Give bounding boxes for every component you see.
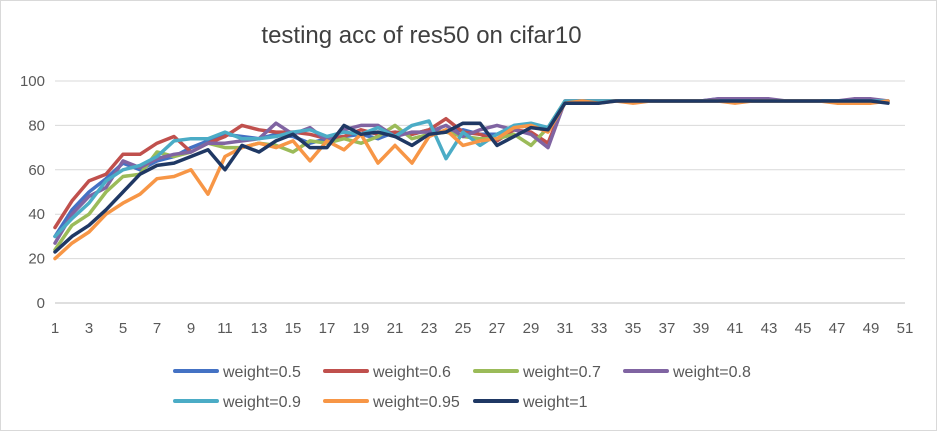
x-tick-label: 3	[85, 320, 93, 337]
x-tick-label: 33	[591, 320, 608, 337]
y-tick-label: 100	[20, 73, 45, 90]
y-tick-label: 80	[28, 117, 45, 134]
series-lines	[53, 97, 890, 261]
x-tick-label: 49	[863, 320, 880, 337]
x-tick-label: 45	[795, 320, 812, 337]
legend: weight=0.5 weight=0.6 weight=0.7 weight=0.8…	[173, 364, 751, 411]
y-axis-ticks: 0 20 40 60 80 100	[20, 73, 45, 312]
legend-label: weight=0.95	[372, 394, 460, 411]
x-tick-label: 19	[353, 320, 370, 337]
x-tick-label: 47	[829, 320, 846, 337]
x-tick-label: 21	[387, 320, 404, 337]
x-tick-label: 43	[761, 320, 778, 337]
x-tick-label: 1	[51, 320, 59, 337]
x-tick-label: 31	[557, 320, 574, 337]
series-line-weight-0-9	[53, 99, 890, 239]
x-tick-label: 9	[187, 320, 195, 337]
y-tick-label: 20	[28, 251, 45, 268]
x-tick-label: 5	[119, 320, 127, 337]
x-tick-label: 17	[319, 320, 336, 337]
legend-label: weight=0.7	[522, 364, 601, 381]
legend-label: weight=1	[522, 394, 588, 411]
x-tick-label: 15	[285, 320, 302, 337]
x-axis-ticks: 1 3 5 7 9 11 13 15 17 19 21 23 25 27 29 31 33 35 37 39 41 43 4…	[51, 320, 914, 337]
legend-label: weight=0.9	[222, 394, 301, 411]
x-tick-label: 27	[489, 320, 506, 337]
chart-title: testing acc of res50 on cifar10	[261, 22, 582, 49]
y-tick-label: 0	[37, 295, 45, 312]
x-tick-label: 29	[523, 320, 540, 337]
x-tick-label: 39	[693, 320, 710, 337]
x-tick-label: 11	[217, 320, 233, 337]
series-line-weight-0-5	[53, 97, 890, 239]
x-tick-label: 7	[153, 320, 161, 337]
x-tick-label: 35	[625, 320, 642, 337]
series-line-weight-0-6	[53, 99, 890, 230]
x-tick-label: 25	[455, 320, 472, 337]
x-tick-label: 23	[421, 320, 438, 337]
y-tick-label: 60	[28, 162, 45, 179]
series-line-weight-0-8	[53, 97, 890, 245]
x-tick-label: 13	[251, 320, 268, 337]
legend-label: weight=0.5	[222, 364, 301, 381]
y-tick-label: 40	[28, 206, 45, 223]
gridlines	[55, 80, 905, 304]
x-tick-label: 51	[897, 320, 914, 337]
legend-label: weight=0.8	[672, 364, 751, 381]
x-tick-label: 41	[727, 320, 744, 337]
x-tick-label: 37	[659, 320, 676, 337]
series-line-weight-1	[53, 99, 890, 254]
legend-label: weight=0.6	[372, 364, 451, 381]
